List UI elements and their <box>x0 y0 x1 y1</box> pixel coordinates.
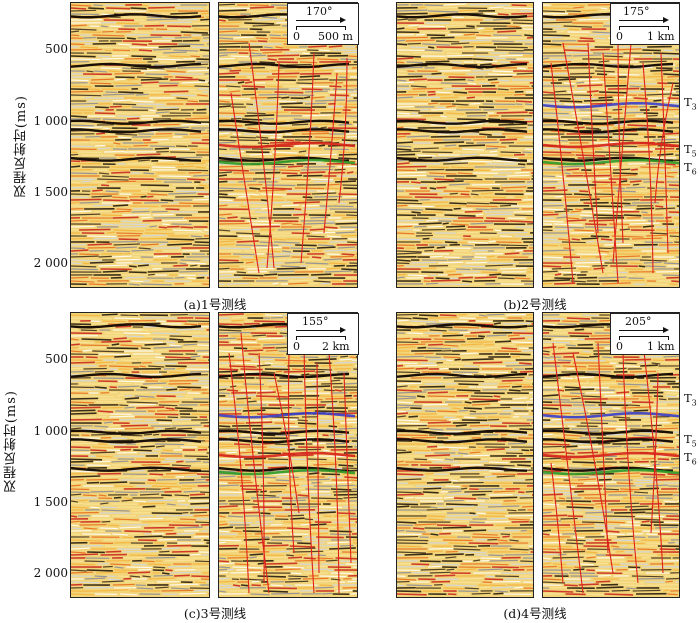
azimuth-label: 170° <box>306 5 333 18</box>
caption-a: (a)1号测线 <box>183 297 247 312</box>
seismic-c-interp <box>218 312 358 598</box>
north-arrow-icon <box>296 17 346 23</box>
y-tick-2000-bottom: 2 000 <box>33 566 68 580</box>
scale-start: 0 <box>293 30 300 43</box>
north-arrow-icon <box>619 17 669 23</box>
y-tick-1500-bottom: 1 500 <box>33 495 68 509</box>
seismic-d-interp <box>542 312 680 598</box>
azimuth-label: 175° <box>623 5 650 18</box>
caption-b: (b)2号测线 <box>503 297 567 312</box>
scale-bar-line <box>296 26 346 30</box>
scale-start: 0 <box>616 30 623 43</box>
y-tick-500-top: 500 <box>45 42 68 56</box>
seismic-b-raw <box>396 2 534 288</box>
y-axis-label-bottom: 双程反射时(ms) <box>4 390 19 494</box>
north-arrow-icon <box>296 327 346 333</box>
caption-c: (c)3号测线 <box>183 606 247 621</box>
seismic-a-raw <box>70 2 210 288</box>
scale-bar-line <box>619 26 669 30</box>
scale-start: 0 <box>616 340 623 353</box>
y-tick-1000-bottom: 1 000 <box>33 424 68 438</box>
scalebar-c: 155° 0 2 km <box>287 313 359 355</box>
scalebar-b: 175° 0 1 km <box>610 3 680 45</box>
horizon-label-d-T6: T6 <box>684 450 697 467</box>
scale-start: 0 <box>293 340 300 353</box>
scale-end: 1 km <box>647 340 675 353</box>
north-arrow-icon <box>619 327 669 333</box>
y-tick-2000-top: 2 000 <box>33 256 68 270</box>
azimuth-label: 155° <box>302 315 329 328</box>
scale-end: 500 m <box>318 30 353 43</box>
scale-end: 1 km <box>647 30 675 43</box>
y-tick-500-bottom: 500 <box>45 352 68 366</box>
horizon-label-b-T5: T5 <box>684 142 697 159</box>
scalebar-d: 205° 0 1 km <box>610 313 680 355</box>
scale-bar-line <box>619 336 669 340</box>
y-tick-1500-top: 1 500 <box>33 185 68 199</box>
seismic-d-raw <box>396 312 534 598</box>
horizon-label-b-T3: T3 <box>684 95 697 112</box>
scale-bar-line <box>296 336 346 340</box>
y-tick-1000-top: 1 000 <box>33 114 68 128</box>
horizon-label-b-T6: T6 <box>684 160 697 177</box>
scalebar-a: 170° 0 500 m <box>287 3 359 45</box>
seismic-c-raw <box>70 312 210 598</box>
azimuth-label: 205° <box>625 315 652 328</box>
caption-d: (d)4号测线 <box>503 606 567 621</box>
horizon-label-d-T3: T3 <box>684 391 697 408</box>
seismic-a-interp <box>218 2 358 288</box>
seismic-b-interp <box>542 2 680 288</box>
y-axis-label-top: 双程反射时(ms) <box>14 95 29 199</box>
scale-end: 2 km <box>322 340 350 353</box>
horizon-label-d-T5: T5 <box>684 432 697 449</box>
